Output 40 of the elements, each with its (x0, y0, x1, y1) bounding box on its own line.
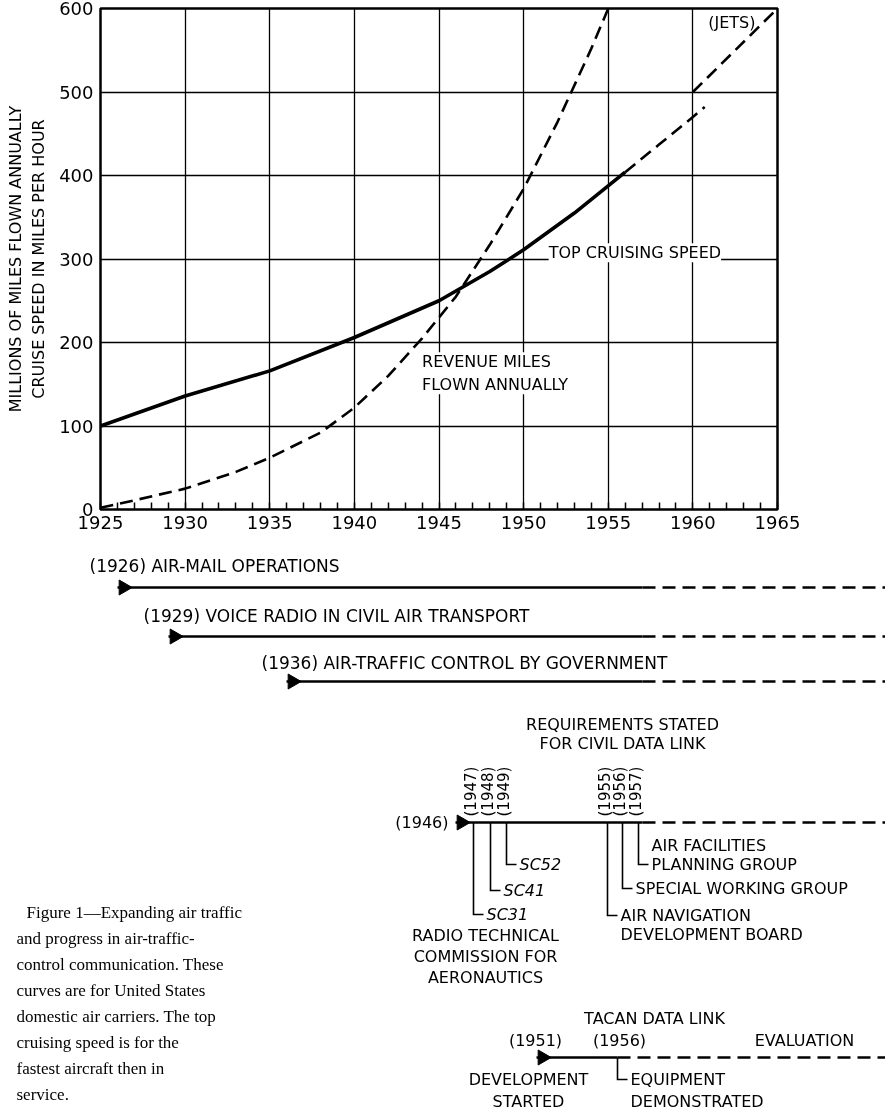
x-tick-label: 1965 (754, 511, 801, 533)
text: AIR FACILITIES PLANNING GROUP (651, 836, 798, 874)
y-tick-label: 300 (59, 248, 94, 270)
text: SC52 (519, 855, 562, 874)
y-tick-label: 500 (59, 81, 94, 103)
y-tick-label: 100 (59, 415, 94, 437)
text: EQUIPMENT DEMONSTRATED (630, 1070, 764, 1111)
text: SPECIAL WORKING GROUP (635, 879, 849, 898)
text: (1947) (461, 766, 480, 817)
series-label: TOP CRUISING SPEED (547, 243, 722, 263)
text: (1929) VOICE RADIO IN CIVIL AIR TRANSPORT (143, 605, 531, 626)
text: DEVELOPMENT STARTED (468, 1070, 589, 1111)
y-axis-title: MILLIONS OF MILES FLOWN ANNUALLY CRUISE SPEED IN MILES PER HOUR (6, 105, 49, 413)
text: AIR NAVIGATION DEVELOPMENT BOARD (620, 906, 803, 944)
series-label: REVENUE MILES FLOWN ANNUALLY (422, 352, 569, 395)
text: (1955) (595, 766, 614, 817)
y-tick-label: 200 (59, 332, 94, 353)
x-tick-label: 1955 (585, 511, 632, 533)
text: (1946) (395, 813, 449, 832)
series-label: (JETS) (708, 13, 756, 32)
x-tick-label: 1960 (669, 511, 716, 533)
text: EVALUATION (754, 1031, 855, 1050)
x-tick-label: 1940 (331, 511, 378, 533)
text: REQUIREMENTS STATED FOR CIVIL DATA LINK (526, 715, 719, 753)
x-tick-label: 1950 (500, 511, 547, 533)
y-tick-label: 600 (59, 0, 94, 19)
text: (1926) AIR-MAIL OPERATIONS (89, 555, 340, 576)
x-tick-label: 1930 (162, 511, 209, 533)
text: (1951) (508, 1031, 563, 1050)
text: (1948) (478, 766, 497, 817)
text: SC41 (503, 881, 546, 900)
caption: Figure 1—Expanding air traffic and progress in air-traffic-control communication. These curves are for United States domestic air carriers. The top cruising speed is for the fastest aircraft then in service. (16, 903, 243, 1104)
x-tick-label: 1935 (246, 511, 293, 533)
text: (1956) (592, 1031, 647, 1050)
x-tick-label: 1945 (416, 511, 462, 533)
text: (1936) AIR-TRAFFIC CONTROL BY GOVERNMENT (261, 652, 668, 673)
y-tick-label: 400 (59, 165, 94, 186)
text: TACAN DATA LINK (583, 1009, 726, 1028)
text: RADIO TECHNICAL COMMISSION FOR AERONAUTICS (412, 926, 560, 987)
text: SC31 (486, 905, 529, 924)
